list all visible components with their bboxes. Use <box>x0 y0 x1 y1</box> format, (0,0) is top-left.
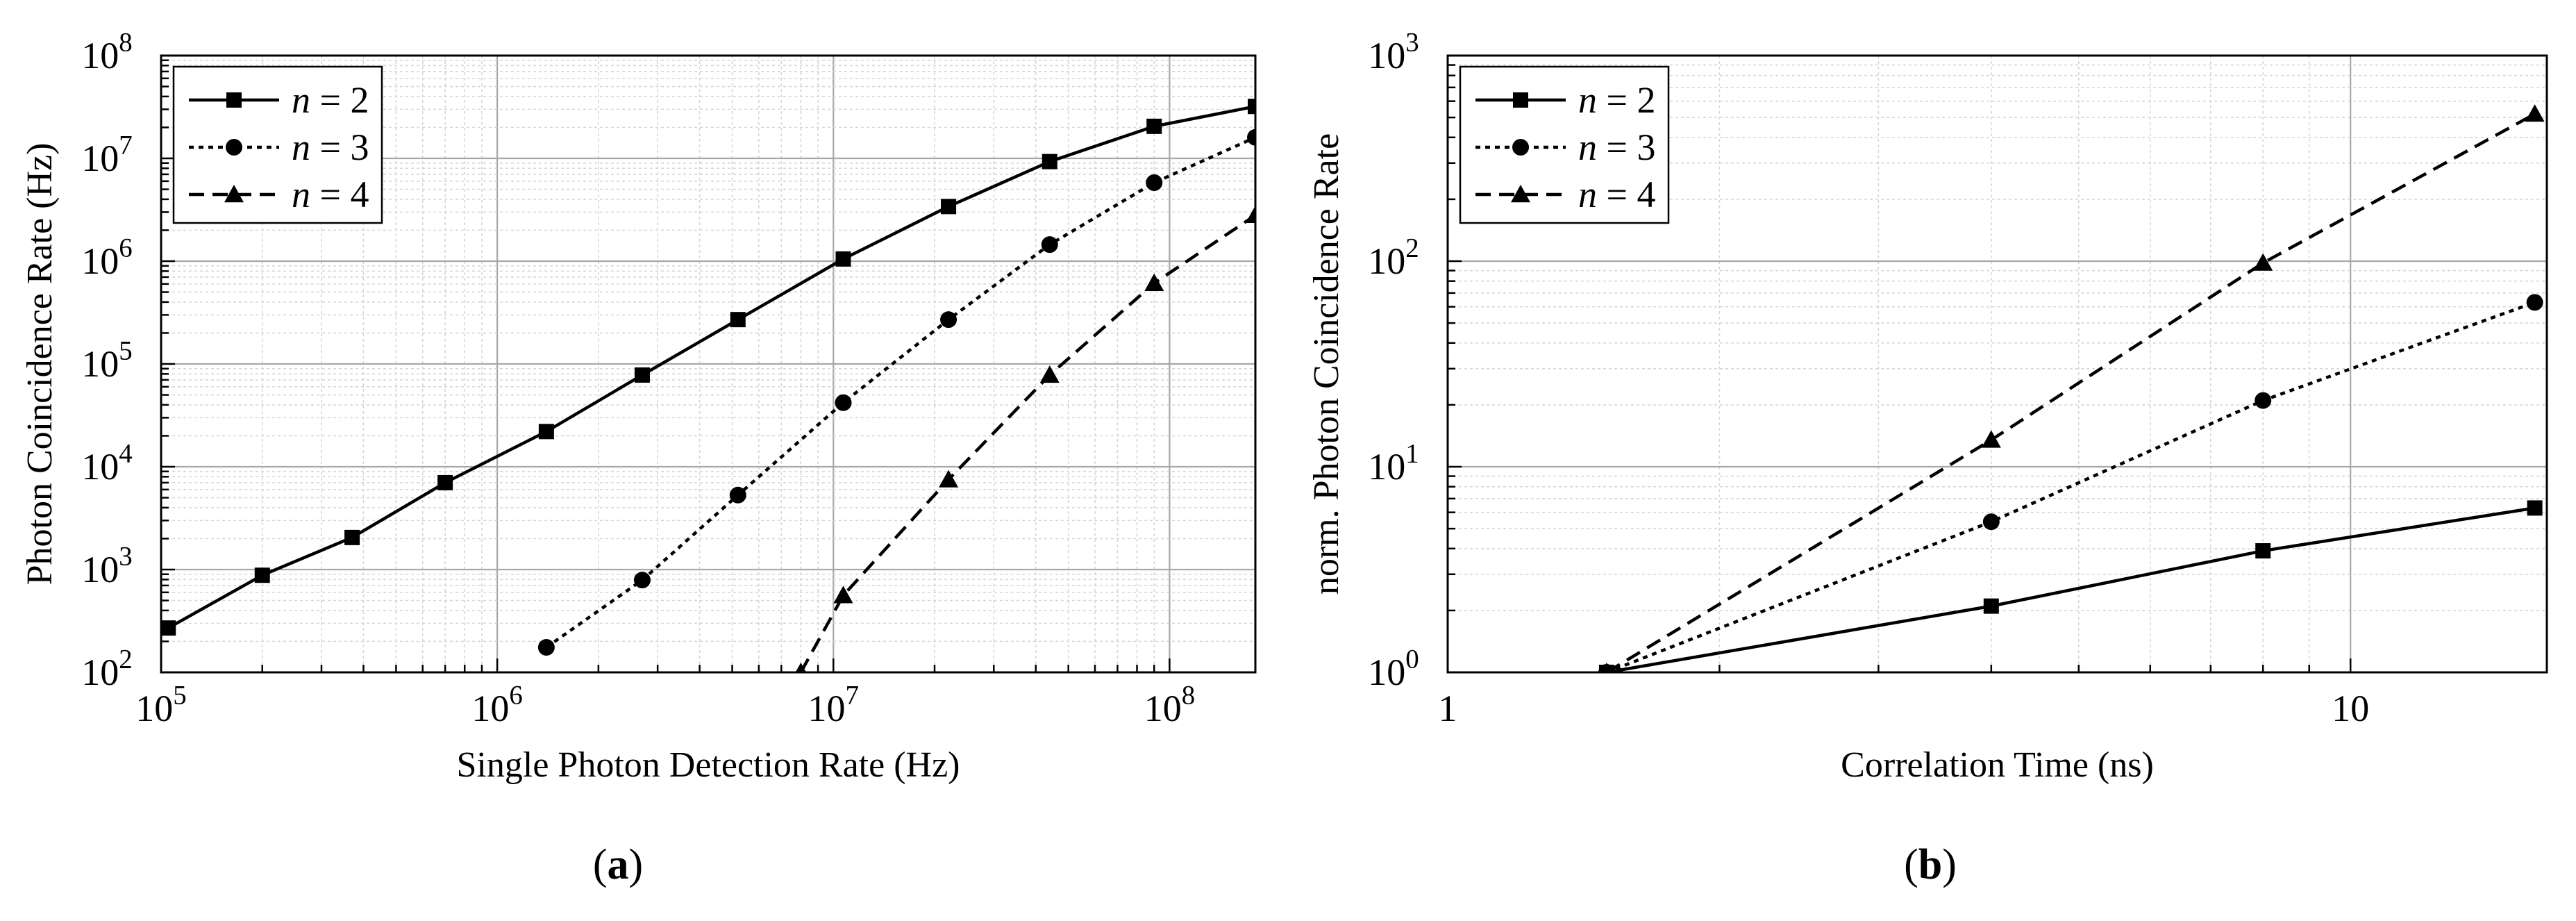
legend-box <box>172 65 383 224</box>
grid <box>1448 56 2547 672</box>
data-point-square <box>835 251 851 267</box>
series-line-3 <box>1606 301 2536 672</box>
x-tick-label: 108 <box>1144 681 1195 729</box>
y-tick-label: 107 <box>81 131 132 179</box>
y-tick-label: 102 <box>81 645 132 693</box>
data-point-square <box>344 529 360 545</box>
x-axis-title: Correlation Time (ns) <box>1841 745 2154 785</box>
ticks <box>1446 54 2352 674</box>
grid <box>161 56 1255 672</box>
data-point-triangle <box>1144 273 1164 291</box>
data-point-square <box>941 199 957 215</box>
ticks <box>160 54 1171 674</box>
x-tick-label: 1 <box>1439 688 1457 729</box>
legend-marker-square <box>226 92 242 108</box>
data-point-square <box>254 567 270 583</box>
data-point-triangle <box>1981 430 2001 448</box>
data-point-square <box>161 620 176 636</box>
data-point-square <box>1983 598 1999 614</box>
y-axis-title: Photon Coincidence Rate (Hz) <box>20 143 60 586</box>
legend-marker-triangle <box>224 185 244 203</box>
series-line-2 <box>167 105 1255 630</box>
data-point-square <box>1248 99 1255 115</box>
y-tick-label: 101 <box>1368 439 1419 488</box>
y-tick-label: 102 <box>1368 233 1419 282</box>
y-tick-label: 103 <box>1368 28 1419 76</box>
x-tick-label: 106 <box>471 681 522 729</box>
data-point-circle <box>1041 236 1058 254</box>
data-point-square <box>730 312 746 328</box>
legend-label: n = 4 <box>1578 174 1655 215</box>
data-point-circle <box>2255 392 2272 409</box>
chart-panel-b: 1 10 100 101 102 103 Correlation Time (ns) norm… <box>1307 28 2548 785</box>
y-tick-label: 103 <box>81 542 132 590</box>
data-point-circle <box>2526 294 2543 311</box>
series-group <box>161 99 1255 672</box>
x-tick-label: 105 <box>135 681 186 729</box>
legend: n = 2 n = 3 n = 4 <box>172 65 383 224</box>
data-point-square <box>2255 543 2271 559</box>
y-axis-title: norm. Photon Coincidence Rate <box>1307 133 1346 595</box>
data-point-triangle <box>1246 205 1255 224</box>
plot-frame <box>1446 54 2548 674</box>
data-point-circle <box>1146 174 1163 192</box>
series-group <box>1598 104 2545 672</box>
y-tick-label: 104 <box>81 439 132 488</box>
legend-marker-circle <box>226 139 242 156</box>
chart-panel-a: 105 106 107 108 102 103 104 105 106 107 108 Single … <box>20 28 1257 785</box>
legend-label: n = 3 <box>292 126 369 168</box>
legend-label: n = 2 <box>1578 79 1655 121</box>
data-point-circle <box>537 639 555 656</box>
y-tick-label: 100 <box>1368 645 1419 693</box>
legend-marker-triangle <box>1511 185 1530 203</box>
data-point-circle <box>835 394 852 411</box>
data-point-triangle <box>2525 104 2545 122</box>
data-point-circle <box>1982 513 2000 531</box>
data-point-circle <box>633 572 651 589</box>
x-axis-title: Single Photon Detection Rate (Hz) <box>457 745 960 785</box>
series-line-4 <box>799 213 1255 672</box>
data-point-triangle <box>2253 253 2273 271</box>
panel-label-a: (a) <box>592 841 644 888</box>
y-tick-label: 105 <box>81 336 132 385</box>
data-point-triangle <box>1601 663 1612 672</box>
legend-label: n = 2 <box>292 79 369 121</box>
legend: n = 2 n = 3 n = 4 <box>1459 65 1670 224</box>
data-point-square <box>1042 154 1057 169</box>
data-point-square <box>437 474 453 490</box>
panel-label-b: (b) <box>1904 841 1957 888</box>
data-point-circle <box>940 311 957 329</box>
legend-marker-square <box>1513 92 1528 108</box>
legend-label: n = 4 <box>292 174 369 215</box>
series-line-2 <box>1606 506 2535 672</box>
y-tick-label: 108 <box>81 28 132 76</box>
series-line-4 <box>1605 113 2536 672</box>
data-point-circle <box>729 486 746 504</box>
data-point-triangle <box>939 470 959 488</box>
data-point-square <box>1146 118 1162 134</box>
x-tick-label: 107 <box>808 681 859 729</box>
data-point-square <box>2527 500 2543 516</box>
legend-label: n = 3 <box>1578 126 1655 168</box>
data-point-square <box>634 367 650 383</box>
data-point-triangle <box>1039 365 1060 383</box>
y-tick-label: 106 <box>81 233 132 282</box>
legend-box <box>1459 65 1670 224</box>
data-point-triangle <box>833 586 853 604</box>
series-line-3 <box>545 135 1255 649</box>
data-point-square <box>538 424 554 440</box>
data-point-circle <box>1247 128 1255 146</box>
legend-marker-circle <box>1512 139 1529 156</box>
x-tick-label: 10 <box>2332 688 2369 729</box>
